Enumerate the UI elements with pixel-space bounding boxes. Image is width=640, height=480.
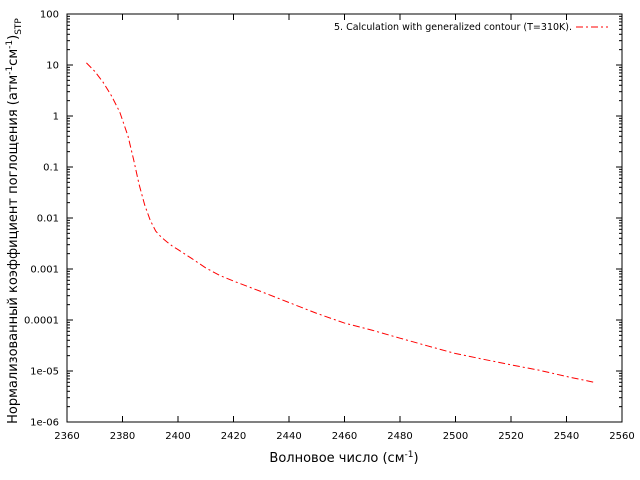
x-tick-label: 2540 [554,431,579,442]
legend-label: 5. Calculation with generalized contour … [334,22,572,33]
x-tick-label: 2380 [110,431,135,442]
x-tick-label: 2560 [609,431,634,442]
x-tick-label: 2460 [332,431,357,442]
x-tick-label: 2520 [498,431,523,442]
x-tick-label: 2440 [276,431,301,442]
y-axis: 100 10 1 0.1 0.01 0.001 0.0001 1e-05 1e-06 [24,10,622,429]
legend: 5. Calculation with generalized contour … [334,22,608,33]
x-axis-title: Волновое число (см-1) [269,450,418,466]
x-axis: 2360 2380 2400 2420 2440 2460 2480 2500 2520 2540… [54,14,635,442]
y-tick-label: 0.001 [30,265,59,276]
x-tick-label: 2500 [443,431,468,442]
y-tick-label: 0.1 [43,163,59,174]
y-tick-label: 1e-06 [30,418,59,429]
y-tick-label: 10 [46,61,59,72]
x-tick-label: 2480 [387,431,412,442]
x-tick-label: 2420 [221,431,246,442]
y-axis-title: Нормализованный коэффициент поглощения (… [5,18,24,424]
plot-frame [66,13,623,423]
series-line [86,62,595,383]
x-tick-label: 2400 [165,431,190,442]
y-tick-label: 100 [40,10,59,21]
y-tick-label: 0.01 [37,214,59,225]
y-tick-label: 1 [53,112,59,123]
y-tick-label: 1e-05 [30,367,59,378]
y-tick-label: 0.0001 [24,316,59,327]
x-tick-label: 2360 [54,431,79,442]
